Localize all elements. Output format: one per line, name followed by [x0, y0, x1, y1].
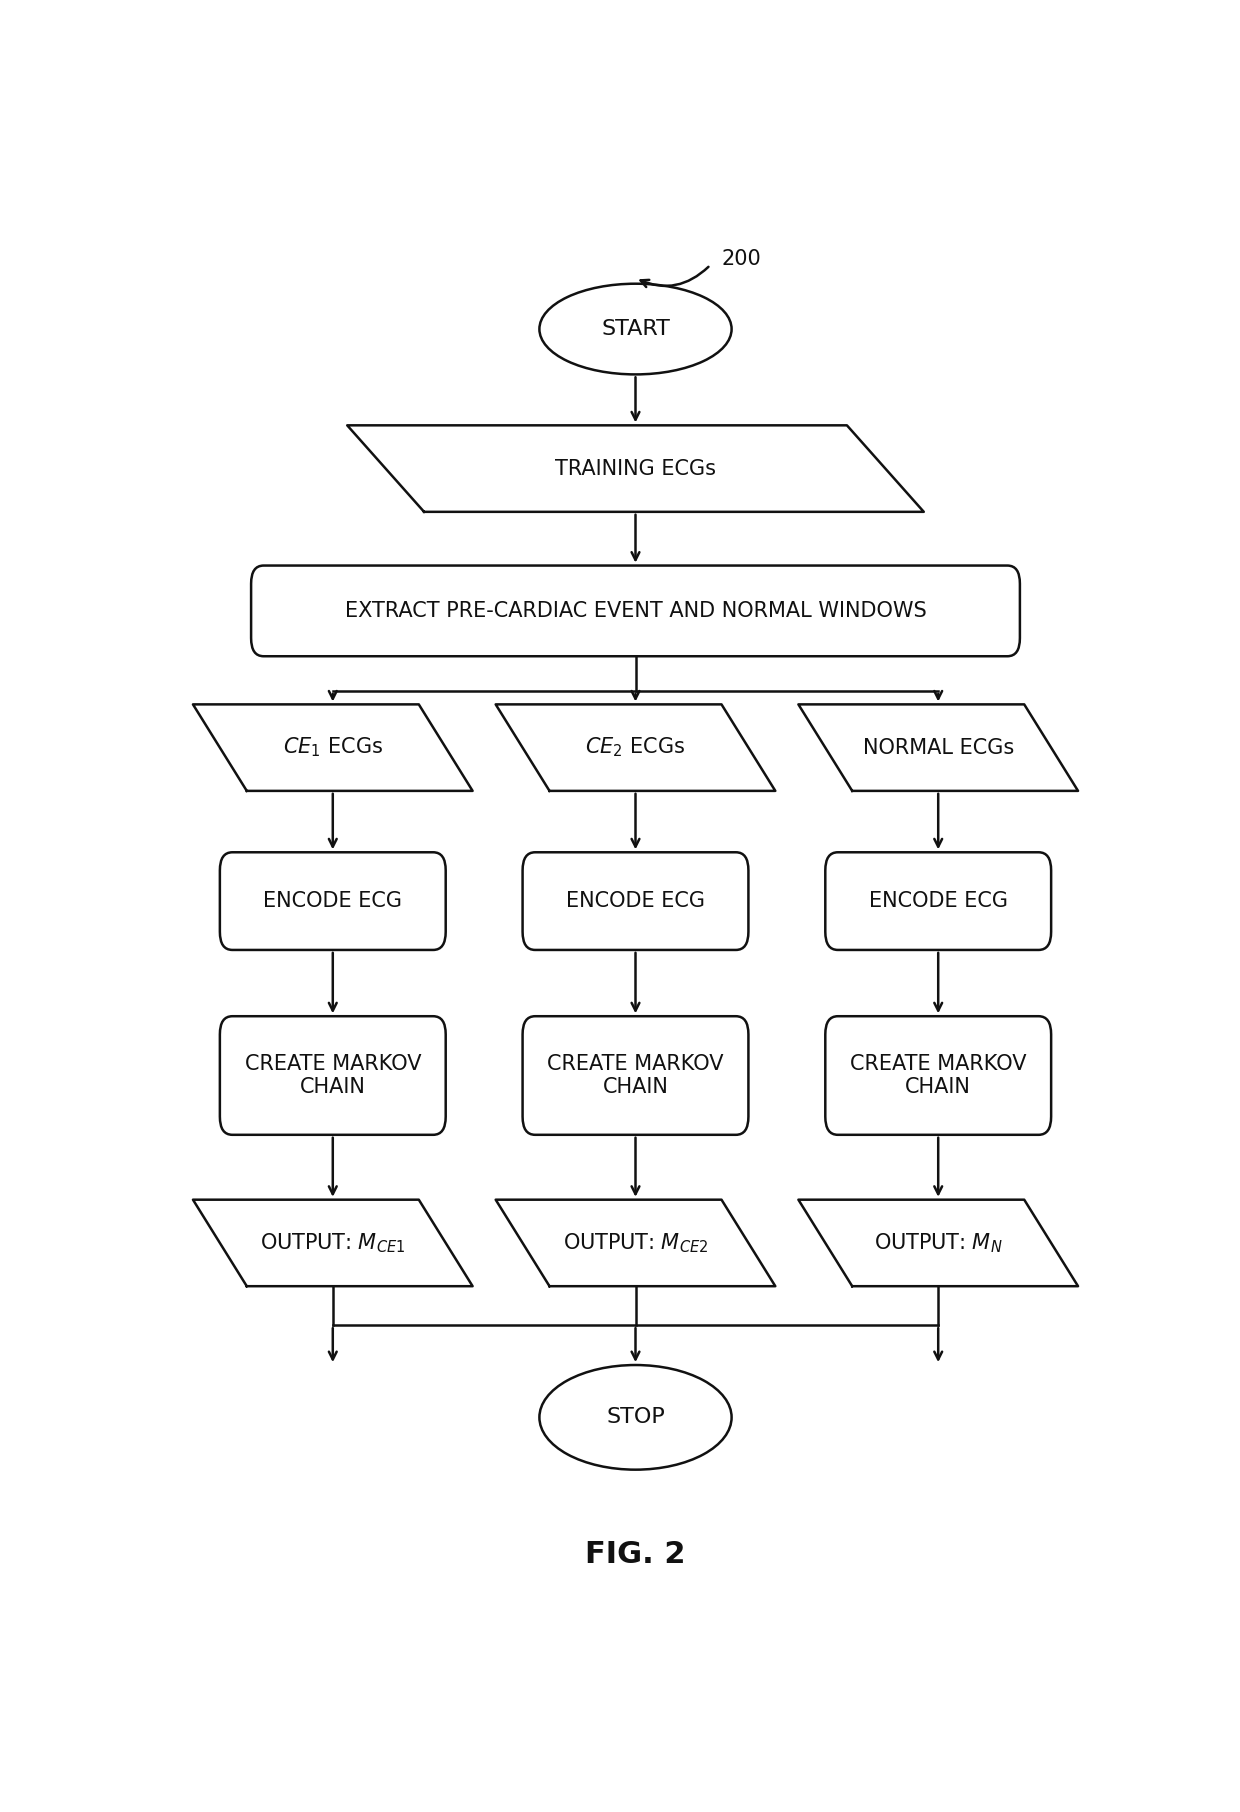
Text: CREATE MARKOV
CHAIN: CREATE MARKOV CHAIN [244, 1055, 422, 1096]
Text: NORMAL ECGs: NORMAL ECGs [863, 737, 1014, 757]
Text: $\mathit{CE}_1$ ECGs: $\mathit{CE}_1$ ECGs [283, 736, 383, 759]
Text: STOP: STOP [606, 1408, 665, 1428]
Text: CREATE MARKOV
CHAIN: CREATE MARKOV CHAIN [547, 1055, 724, 1096]
Text: ENCODE ECG: ENCODE ECG [565, 892, 706, 911]
Text: FIG. 2: FIG. 2 [585, 1540, 686, 1569]
Text: EXTRACT PRE-CARDIAC EVENT AND NORMAL WINDOWS: EXTRACT PRE-CARDIAC EVENT AND NORMAL WIN… [345, 602, 926, 622]
Text: CREATE MARKOV
CHAIN: CREATE MARKOV CHAIN [849, 1055, 1027, 1096]
Text: OUTPUT: $\mathit{M}_{N}$: OUTPUT: $\mathit{M}_{N}$ [874, 1230, 1002, 1254]
Text: ENCODE ECG: ENCODE ECG [263, 892, 402, 911]
Text: 200: 200 [722, 250, 761, 270]
Text: OUTPUT: $\mathit{M}_{CE2}$: OUTPUT: $\mathit{M}_{CE2}$ [563, 1230, 708, 1254]
Text: OUTPUT: $\mathit{M}_{CE1}$: OUTPUT: $\mathit{M}_{CE1}$ [260, 1230, 405, 1254]
Text: ENCODE ECG: ENCODE ECG [869, 892, 1008, 911]
Text: TRAINING ECGs: TRAINING ECGs [556, 458, 715, 478]
Text: $\mathit{CE}_2$ ECGs: $\mathit{CE}_2$ ECGs [585, 736, 686, 759]
Text: START: START [601, 319, 670, 339]
